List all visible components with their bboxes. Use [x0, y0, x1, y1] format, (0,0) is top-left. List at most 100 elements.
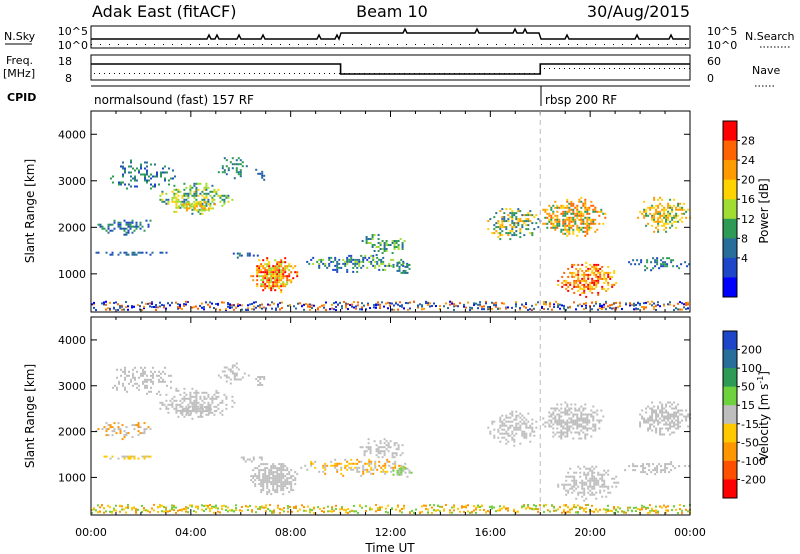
velocity-echo-cell — [380, 466, 383, 469]
power-echo-cell — [201, 207, 204, 210]
velocity-echo-cell — [231, 372, 234, 375]
velocity-echo-cell — [652, 463, 655, 466]
velocity-echo-cell — [261, 384, 264, 386]
power-ground-scatter — [605, 300, 607, 303]
nave-dot — [369, 73, 370, 74]
power-echo-cell — [221, 204, 224, 207]
velocity-ground-scatter — [295, 507, 297, 510]
power-echo-cell — [603, 275, 606, 278]
velocity-echo-cell — [290, 485, 293, 488]
velocity-echo-cell — [593, 477, 596, 480]
velocity-echo-cell — [215, 389, 218, 392]
power-ground-scatter — [603, 303, 605, 306]
velocity-ground-scatter — [583, 509, 585, 512]
power-echo-cell — [666, 265, 669, 268]
nave-dot — [264, 73, 265, 74]
power-ground-scatter — [423, 307, 425, 310]
power-ground-scatter — [451, 302, 453, 305]
power-echo-cell — [513, 226, 516, 229]
velocity-ground-scatter — [625, 511, 627, 514]
velocity-echo-cell — [667, 413, 670, 416]
velocity-echo-cell — [599, 473, 602, 476]
power-echo-cell — [195, 186, 198, 189]
power-echo-cell — [195, 192, 198, 195]
velocity-echo-cell — [123, 457, 126, 460]
power-echo-cell — [515, 234, 518, 237]
power-echo-cell — [205, 196, 208, 199]
velocity-echo-cell — [588, 427, 591, 430]
velocity-echo-cell — [525, 422, 528, 425]
velocity-echo-cell — [167, 403, 170, 406]
velocity-echo-cell — [183, 399, 186, 402]
power-echo-cell — [133, 251, 136, 254]
velocity-ground-scatter — [577, 504, 579, 507]
power-echo-cell — [371, 244, 374, 246]
power-echo-cell — [330, 256, 333, 259]
power-echo-cell — [263, 174, 266, 177]
velocity-echo-cell — [599, 491, 602, 494]
velocity-echo-cell — [566, 423, 569, 426]
power-echo-cell — [562, 222, 565, 225]
velocity-echo-cell — [207, 403, 210, 406]
velocity-ground-scatter — [679, 504, 681, 507]
power-ground-scatter — [683, 303, 685, 306]
power-echo-cell — [377, 246, 380, 248]
velocity-echo-cell — [673, 411, 676, 414]
velocity-ground-scatter — [249, 504, 251, 507]
power-echo-cell — [179, 200, 182, 203]
power-colorbar-label: Power [dB] — [757, 178, 771, 243]
velocity-echo-cell — [384, 470, 387, 473]
nave-dot — [584, 68, 585, 69]
velocity-echo-cell — [276, 469, 279, 472]
velocity-echo-cell — [260, 479, 263, 482]
power-echo-cell — [586, 230, 589, 233]
velocity-echo-cell — [213, 393, 216, 396]
power-echo-cell — [324, 264, 327, 267]
power-ground-scatter — [255, 306, 257, 309]
velocity-echo-cell — [683, 415, 686, 418]
power-echo-cell — [659, 220, 662, 223]
velocity-echo-cell — [649, 407, 652, 410]
velocity-echo-cell — [131, 424, 134, 427]
power-echo-cell — [564, 218, 567, 221]
velocity-echo-cell — [288, 483, 291, 486]
velocity-echo-cell — [268, 489, 271, 492]
velocity-echo-cell — [655, 417, 658, 420]
velocity-echo-cell — [587, 479, 590, 482]
velocity-echo-cell — [141, 432, 144, 435]
power-echo-cell — [562, 232, 565, 235]
velocity-echo-cell — [685, 415, 688, 418]
power-echo-cell — [263, 178, 266, 181]
velocity-echo-cell — [656, 467, 659, 470]
velocity-ground-scatter — [681, 509, 683, 512]
power-echo-cell — [399, 238, 402, 240]
velocity-echo-cell — [225, 395, 228, 398]
nsearch-dot — [505, 44, 506, 45]
power-echo-cell — [219, 200, 222, 203]
nsearch-dot — [460, 44, 461, 45]
power-echo-cell — [575, 279, 578, 282]
power-echo-cell — [183, 198, 186, 201]
velocity-echo-cell — [286, 473, 289, 476]
velocity-echo-cell — [659, 409, 662, 412]
velocity-echo-cell — [185, 397, 188, 400]
nsearch-dot — [631, 44, 632, 45]
power-ground-scatter — [163, 304, 165, 307]
velocity-echo-cell — [681, 409, 684, 412]
velocity-echo-cell — [558, 409, 561, 412]
power-ground-scatter — [383, 305, 385, 308]
power-echo-cell — [583, 279, 586, 282]
power-ground-scatter — [419, 303, 421, 306]
velocity-echo-cell — [400, 473, 403, 476]
velocity-echo-cell — [573, 483, 576, 486]
power-echo-cell — [586, 228, 589, 231]
power-echo-cell — [583, 287, 586, 290]
power-echo-cell — [519, 210, 522, 213]
velocity-echo-cell — [519, 442, 522, 445]
velocity-echo-cell — [576, 419, 579, 422]
velocity-echo-cell — [593, 483, 596, 486]
velocity-echo-cell — [145, 428, 148, 431]
nave-dot — [604, 68, 605, 69]
velocity-echo-cell — [576, 431, 579, 434]
power-echo-cell — [350, 256, 353, 259]
